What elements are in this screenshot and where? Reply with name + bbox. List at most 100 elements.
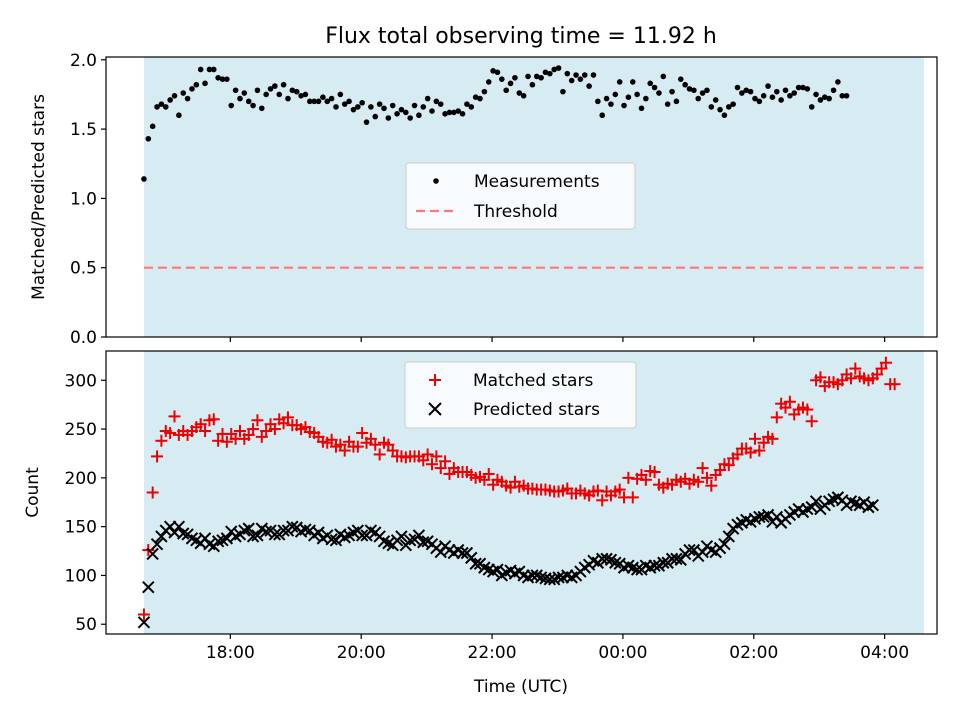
measurement-point xyxy=(372,113,379,120)
measurement-point xyxy=(328,95,335,102)
measurement-point xyxy=(577,76,584,82)
predicted-star-point xyxy=(177,527,190,540)
measurement-point xyxy=(241,90,248,96)
predicted-star-point xyxy=(312,526,325,539)
bottom-x-axis-label: Time (UTC) xyxy=(473,677,568,697)
y-tick-label: 0.0 xyxy=(70,328,97,348)
measurement-point xyxy=(451,109,457,116)
measurement-point xyxy=(403,109,409,116)
predicted-star-point xyxy=(155,530,168,543)
measurement-point xyxy=(158,101,165,107)
x-tick-label: 20:00 xyxy=(337,643,386,663)
matched-star-point xyxy=(770,411,783,424)
matched-star-point xyxy=(421,448,434,461)
measurement-point xyxy=(634,91,640,98)
predicted-star-point xyxy=(670,552,683,566)
matched-star-point xyxy=(844,372,857,385)
predicted-star-point xyxy=(142,580,155,594)
matched-star-point xyxy=(849,362,862,375)
measurement-point xyxy=(363,119,370,125)
matched-star-point xyxy=(439,455,452,468)
measurement-point xyxy=(516,90,523,96)
measurement-point xyxy=(350,106,357,113)
legend-predicted-marker xyxy=(428,402,442,416)
measurement-point xyxy=(176,112,182,119)
predicted-star-point xyxy=(491,563,504,576)
measurement-point xyxy=(616,79,623,85)
matched-star-point xyxy=(783,395,796,408)
measurement-point xyxy=(835,79,841,85)
measurement-point xyxy=(180,90,187,96)
predicted-star-point xyxy=(469,557,482,570)
measurement-point xyxy=(507,80,514,87)
predicted-star-point xyxy=(412,529,426,542)
matched-star-point xyxy=(744,446,757,459)
measurement-point xyxy=(704,87,710,94)
predicted-star-point xyxy=(718,538,731,551)
matched-star-point xyxy=(748,432,761,445)
measurement-point xyxy=(224,76,230,82)
measurement-point xyxy=(359,99,365,106)
measurement-point xyxy=(272,83,278,89)
measurement-point xyxy=(341,101,348,107)
measurement-point xyxy=(289,87,296,94)
matched-star-point xyxy=(766,432,779,445)
measurement-point xyxy=(512,74,518,81)
measurement-point xyxy=(442,111,448,117)
measurement-point xyxy=(263,91,269,98)
measurement-point xyxy=(533,73,540,80)
measurement-point xyxy=(499,76,505,82)
matched-star-point xyxy=(805,415,818,428)
measurement-point xyxy=(298,93,304,99)
measurement-point xyxy=(446,109,453,116)
matched-star-point xyxy=(233,425,246,438)
measurement-point xyxy=(477,95,483,102)
matched-star-point xyxy=(251,414,264,427)
measurement-point xyxy=(398,106,405,113)
measurement-point xyxy=(293,88,300,95)
measurement-point xyxy=(254,87,261,94)
x-tick-label: 04:00 xyxy=(860,643,909,663)
measurement-point xyxy=(337,91,344,98)
measurement-point xyxy=(490,68,496,74)
measurement-point xyxy=(145,135,152,142)
measurement-point xyxy=(202,80,208,87)
measurement-point xyxy=(306,98,313,105)
top-y-axis-label: Matched/Predicted stars xyxy=(29,94,49,300)
measurement-point xyxy=(149,123,156,130)
measurement-point xyxy=(673,98,680,105)
measurement-point xyxy=(481,88,488,95)
measurement-point xyxy=(529,81,536,88)
predicted-star-point xyxy=(630,563,644,576)
measurement-point xyxy=(721,112,728,119)
measurement-point xyxy=(407,115,413,121)
measurement-point xyxy=(381,105,387,112)
measurement-point xyxy=(376,101,383,107)
measurement-point xyxy=(167,97,173,103)
predicted-star-point xyxy=(648,559,661,572)
measurement-point xyxy=(730,101,736,107)
measurement-point xyxy=(197,66,204,73)
matched-star-point xyxy=(268,423,281,436)
matched-star-point xyxy=(260,425,273,438)
y-tick-label: 250 xyxy=(65,420,97,440)
measurement-point xyxy=(621,102,627,109)
predicted-stars-points xyxy=(137,491,880,629)
top-panel: 0.00.51.01.52.0 Matched/Predicted stars … xyxy=(29,51,938,348)
measurement-point xyxy=(228,102,235,109)
matched-star-point xyxy=(888,378,901,391)
measurement-point xyxy=(250,102,256,109)
measurement-point xyxy=(664,101,671,107)
measurement-point xyxy=(210,66,217,73)
measurement-point xyxy=(355,104,361,110)
measurement-point xyxy=(839,93,846,99)
bottom-legend-box xyxy=(404,361,637,429)
measurement-point xyxy=(276,91,283,98)
measurement-point xyxy=(547,70,553,77)
measurement-point xyxy=(420,104,427,110)
predicted-star-point xyxy=(609,556,622,569)
matched-star-point xyxy=(373,448,386,461)
measurement-point xyxy=(315,98,322,105)
measurement-point xyxy=(586,83,592,89)
